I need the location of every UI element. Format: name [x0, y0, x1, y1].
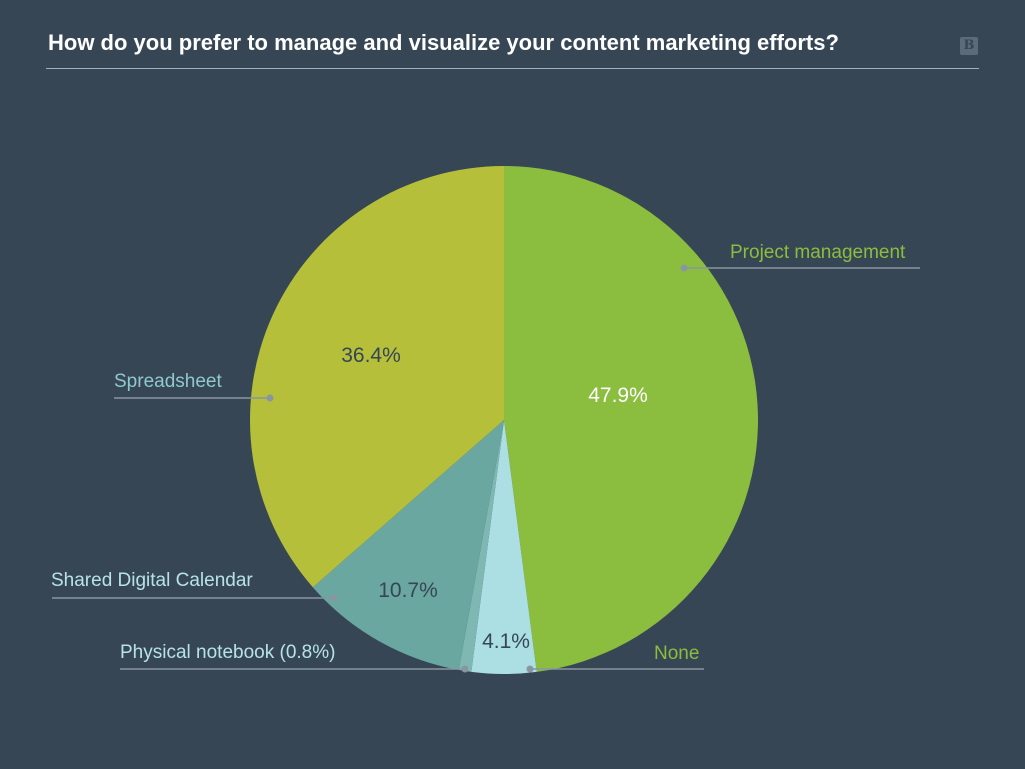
pie-percent-label: 36.4%	[341, 344, 401, 367]
slice-label: Project management	[730, 242, 906, 263]
pie-slice	[471, 420, 537, 674]
pie-slice	[458, 420, 504, 672]
pie-slice	[312, 420, 504, 670]
pie-percent-label: 47.9%	[588, 384, 648, 407]
pie-slice	[250, 165, 504, 588]
pie-percent-label: 10.7%	[378, 579, 438, 602]
pie-slices	[250, 165, 758, 674]
brand-logo-icon: B	[960, 37, 978, 55]
callout-dot	[680, 264, 688, 272]
pie-callouts: Project management None Physical notebook …	[51, 242, 920, 673]
callout-dot	[330, 594, 338, 602]
title-divider	[46, 68, 979, 69]
slice-label: Physical notebook (0.8%)	[120, 642, 335, 663]
pie-percent-label: 4.1%	[482, 630, 530, 653]
callout-dot	[526, 665, 534, 673]
slice-label: Shared Digital Calendar	[51, 570, 253, 591]
pie-slice	[504, 166, 758, 672]
callout-dot	[266, 394, 274, 402]
chart-title: How do you prefer to manage and visualiz…	[48, 30, 839, 55]
slice-label: Spreadsheet	[114, 371, 222, 392]
callout-dot	[461, 665, 469, 673]
pie-percent-labels: 47.9% 4.1% 10.7% 36.4%	[341, 344, 648, 653]
slice-label: None	[654, 643, 699, 664]
